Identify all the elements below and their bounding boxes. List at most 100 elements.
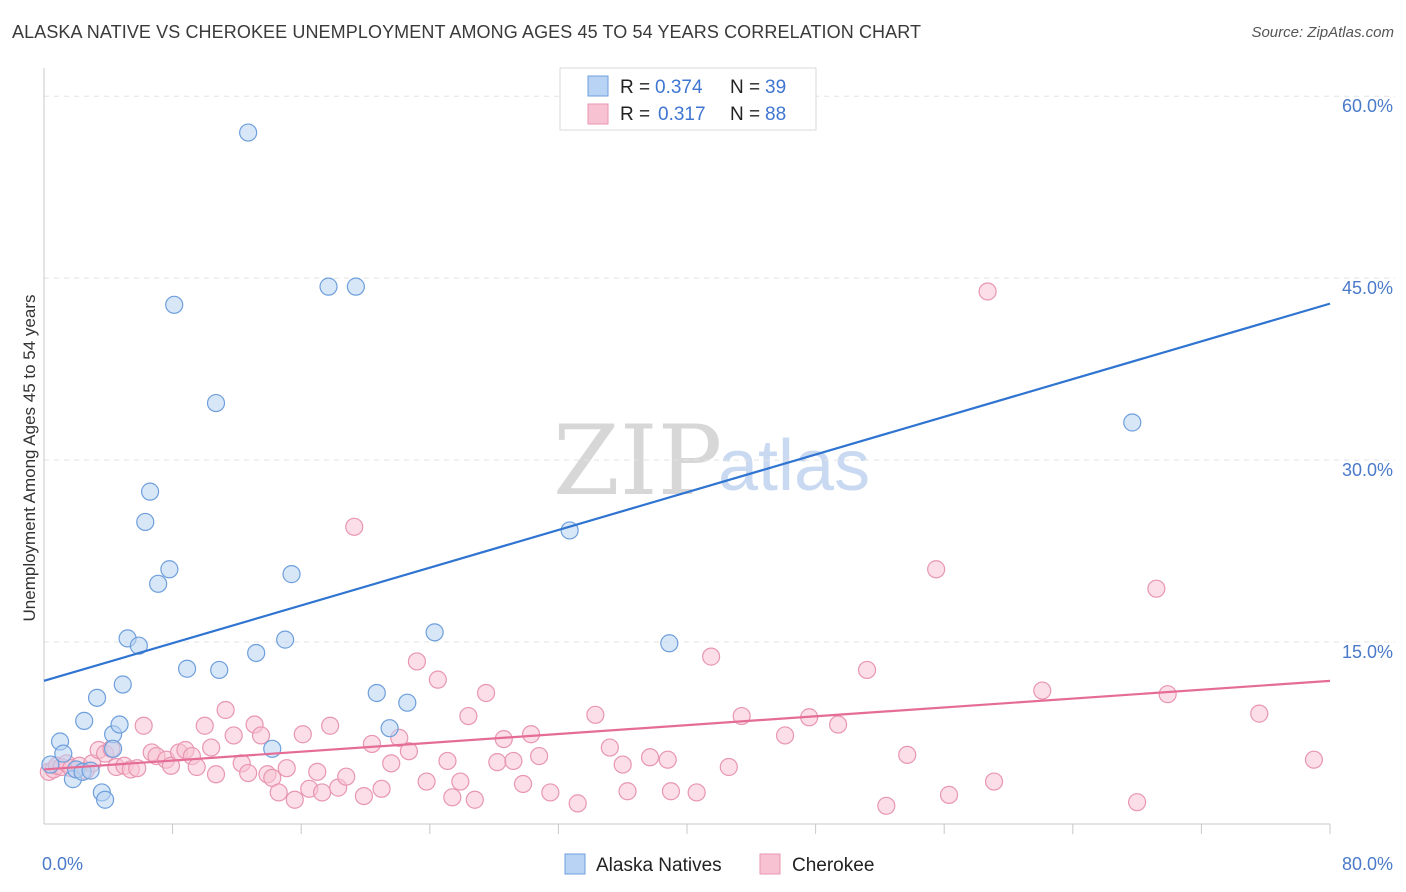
data-point bbox=[210, 660, 229, 680]
data-point bbox=[293, 725, 312, 744]
data-point bbox=[113, 675, 132, 694]
data-point bbox=[337, 767, 356, 786]
data-point bbox=[149, 574, 168, 593]
legend-n-alaska: 39 bbox=[765, 77, 786, 98]
data-point bbox=[1127, 793, 1147, 812]
data-point bbox=[202, 738, 221, 757]
data-point bbox=[1033, 681, 1052, 700]
y-axis-label: Unemployment Among Ages 45 to 54 years bbox=[20, 295, 39, 622]
data-point bbox=[399, 742, 419, 761]
data-point bbox=[1250, 704, 1269, 723]
legend-r-label-cherokee: R = bbox=[620, 104, 650, 125]
data-point bbox=[382, 754, 401, 773]
x-tick-labels: 0.0% 80.0% bbox=[42, 854, 1393, 874]
data-point bbox=[276, 630, 295, 649]
bottom-legend-cherokee: Cherokee bbox=[792, 855, 874, 876]
data-point bbox=[1147, 579, 1166, 598]
data-point bbox=[110, 715, 129, 734]
data-point bbox=[443, 788, 462, 807]
data-point bbox=[319, 277, 338, 296]
data-point bbox=[1123, 413, 1142, 432]
x-ticks bbox=[172, 824, 1331, 834]
data-point bbox=[136, 512, 155, 532]
data-point bbox=[658, 750, 677, 769]
data-point bbox=[939, 785, 959, 804]
gridlines bbox=[44, 95, 1395, 643]
data-point bbox=[719, 757, 738, 777]
trendline-alaska-natives bbox=[43, 302, 1331, 682]
data-point bbox=[206, 393, 226, 413]
data-point bbox=[541, 783, 560, 802]
legend-swatch-cherokee bbox=[587, 103, 609, 125]
data-point bbox=[857, 660, 877, 680]
data-point bbox=[530, 746, 549, 766]
data-point bbox=[177, 659, 197, 678]
data-point bbox=[165, 295, 184, 314]
bottom-legend-alaska-natives: Alaska Natives bbox=[596, 855, 722, 876]
bottom-legend-swatch-alaska-natives bbox=[564, 853, 586, 875]
data-point bbox=[407, 652, 427, 671]
data-point bbox=[239, 123, 258, 142]
data-point bbox=[451, 772, 470, 791]
data-point bbox=[354, 787, 373, 806]
watermark-zip: ZIP bbox=[553, 405, 722, 517]
bottom-legend: Alaska Natives Cherokee bbox=[564, 853, 874, 876]
data-point bbox=[54, 744, 73, 763]
data-point bbox=[75, 711, 94, 730]
data-point bbox=[1158, 685, 1177, 704]
data-point bbox=[877, 796, 896, 815]
data-point bbox=[586, 705, 605, 724]
data-point bbox=[362, 734, 382, 754]
legend-r-cherokee: 0.317 bbox=[658, 104, 706, 125]
data-point bbox=[285, 790, 304, 809]
legend-n-cherokee: 88 bbox=[765, 104, 786, 125]
data-point bbox=[504, 751, 523, 771]
y-tick-label: 45.0% bbox=[1342, 278, 1393, 298]
legend-swatch-alaska-natives bbox=[587, 75, 609, 97]
data-point bbox=[380, 719, 399, 738]
cherokee-points bbox=[39, 282, 1324, 815]
data-point bbox=[345, 517, 364, 536]
data-point bbox=[87, 688, 107, 707]
data-point bbox=[224, 726, 243, 745]
data-point bbox=[206, 765, 226, 784]
data-point bbox=[160, 560, 179, 579]
data-point bbox=[372, 779, 391, 798]
data-point bbox=[134, 716, 153, 735]
data-point bbox=[398, 693, 417, 712]
data-point bbox=[312, 783, 332, 802]
data-point bbox=[829, 715, 848, 734]
data-point bbox=[898, 745, 917, 764]
alaska-natives-points bbox=[41, 123, 1142, 809]
data-point bbox=[346, 277, 365, 296]
data-point bbox=[488, 753, 507, 772]
data-point bbox=[513, 774, 533, 794]
data-point bbox=[702, 647, 721, 666]
x-tick-label: 0.0% bbox=[42, 854, 83, 874]
data-point bbox=[308, 762, 327, 781]
data-point bbox=[978, 282, 997, 301]
data-point bbox=[216, 700, 235, 720]
legend: R = 0.374 N = 39 R = 0.317 N = 88 bbox=[559, 67, 817, 131]
data-point bbox=[927, 560, 946, 579]
data-point bbox=[195, 716, 214, 735]
data-point bbox=[568, 794, 587, 813]
legend-n-label-alaska: N = bbox=[730, 77, 760, 98]
data-point bbox=[104, 739, 123, 758]
y-tick-label: 30.0% bbox=[1342, 460, 1393, 480]
legend-n-label-cherokee: N = bbox=[730, 104, 760, 125]
data-point bbox=[277, 759, 296, 778]
legend-r-alaska: 0.374 bbox=[655, 77, 703, 98]
data-point bbox=[417, 772, 436, 791]
trend-lines bbox=[43, 302, 1331, 771]
data-point bbox=[661, 782, 681, 801]
data-point bbox=[613, 755, 632, 774]
data-point bbox=[1304, 750, 1324, 769]
y-tick-label: 15.0% bbox=[1342, 642, 1393, 662]
data-point bbox=[600, 738, 619, 757]
data-point bbox=[618, 782, 637, 801]
data-point bbox=[321, 716, 340, 735]
data-point bbox=[459, 706, 478, 726]
data-point bbox=[521, 725, 541, 744]
